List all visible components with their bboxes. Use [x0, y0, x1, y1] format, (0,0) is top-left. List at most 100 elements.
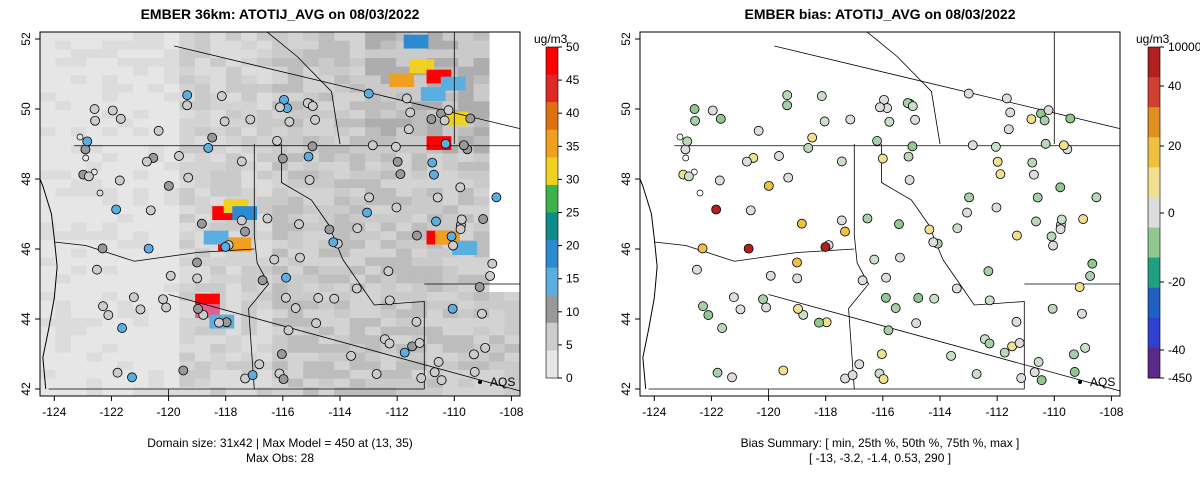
obs-site [491, 192, 502, 203]
obs-site [281, 272, 291, 283]
bias-site [807, 132, 818, 143]
island-outline [76, 133, 84, 141]
colorbar-tick-label: 40 [1168, 79, 1182, 93]
obs-site [439, 115, 450, 126]
colorbar-tick-label: 40 [566, 106, 580, 120]
bias-site [763, 180, 774, 191]
bias-y-tick-label: 44 [619, 312, 633, 326]
obs-site [477, 308, 487, 319]
bias-site [984, 338, 995, 349]
bias-site [1001, 93, 1012, 104]
obs-site [141, 156, 152, 167]
obs-site [111, 204, 122, 215]
bias-site [928, 237, 939, 248]
obs-site [254, 359, 265, 370]
bias-x-tick-label: -112 [986, 405, 1009, 419]
bias-site [963, 88, 974, 99]
obs-site [277, 153, 288, 164]
bias-site [1014, 338, 1025, 348]
bias-site [929, 293, 940, 304]
obs-site [447, 303, 458, 314]
obs-site [143, 243, 154, 254]
colorbar-tick-label: 10000 [1168, 40, 1200, 54]
obs-site [429, 169, 439, 180]
obs-site [165, 270, 176, 281]
high-concentration-cell [203, 230, 229, 245]
model-x-tick-label: -120 [157, 405, 181, 419]
bias-site [890, 303, 901, 313]
bias-site [692, 264, 702, 275]
colorbar-units: ug/m3 [534, 32, 568, 46]
bias-site [884, 116, 895, 127]
obs-site [307, 141, 318, 152]
bias-site [862, 213, 873, 224]
obs-site [183, 172, 194, 183]
province-boundary [866, 32, 941, 145]
bias-site [712, 367, 723, 378]
colorbar-tick-label: 15 [566, 272, 580, 286]
bias-site [697, 243, 708, 254]
bias-site [836, 156, 847, 167]
bias-x-tick-label: -108 [1099, 405, 1123, 419]
obs-site [436, 375, 447, 386]
obs-site [275, 102, 285, 113]
bias-site [894, 219, 904, 230]
obs-site [174, 151, 184, 161]
obs-site [311, 318, 322, 329]
obs-site [427, 157, 438, 168]
obs-site [431, 216, 441, 227]
bias-site [907, 141, 918, 152]
state-boundary [848, 144, 870, 390]
bias-site [875, 102, 885, 113]
bias-site [765, 270, 776, 281]
bias-y-tick-label: 52 [619, 32, 633, 46]
bias-site [782, 100, 793, 111]
obs-site [474, 282, 485, 292]
colorbar-segment [1148, 287, 1160, 319]
bias-summary-values: [ -13, -3.2, -1.4, 0.53, 290 ] [808, 451, 952, 465]
obs-site [469, 367, 480, 377]
bias-site [1078, 214, 1089, 224]
obs-site [446, 231, 457, 242]
bias-site [714, 175, 725, 186]
colorbar-segment [1148, 77, 1160, 108]
bias-site [728, 292, 739, 303]
bias-site [907, 101, 918, 112]
island-outline [690, 168, 698, 176]
bias-site [1005, 107, 1016, 118]
bias-site [880, 292, 891, 303]
model-y-tick-label: 42 [19, 382, 33, 396]
bias-site [707, 105, 718, 116]
obs-site [161, 302, 172, 313]
island-outline [676, 133, 684, 141]
model-x-tick-label: -112 [386, 405, 409, 419]
obs-site [352, 223, 363, 234]
island-outline [682, 154, 690, 162]
obs-site [276, 349, 287, 360]
high-concentration-cell [409, 59, 435, 74]
obs-site [443, 105, 454, 116]
obs-site [97, 243, 108, 254]
bias-site [753, 125, 764, 136]
obs-site [329, 293, 340, 304]
obs-site [115, 113, 126, 124]
colorbar-tick-label: -450 [1168, 371, 1192, 385]
bias-site [1032, 192, 1043, 203]
bias-site [883, 325, 894, 336]
bias-x-tick-label: -124 [642, 405, 666, 419]
bias-site [992, 156, 1003, 167]
obs-site [245, 114, 256, 125]
model-y-tick-label: 48 [19, 172, 33, 186]
obs-site [455, 224, 466, 235]
model-x-tick-label: -118 [214, 405, 237, 419]
bias-site [876, 349, 887, 360]
bias-site [904, 175, 915, 185]
colorbar-segment [546, 350, 558, 379]
bias-site [1055, 182, 1066, 193]
bias-site [758, 294, 768, 305]
colorbar-segment [546, 129, 558, 158]
bias-map-title: EMBER bias: ATOTIJ_AVG on 08/03/2022 [744, 6, 1016, 22]
bias-site [990, 141, 1001, 152]
island-outline [696, 189, 704, 197]
